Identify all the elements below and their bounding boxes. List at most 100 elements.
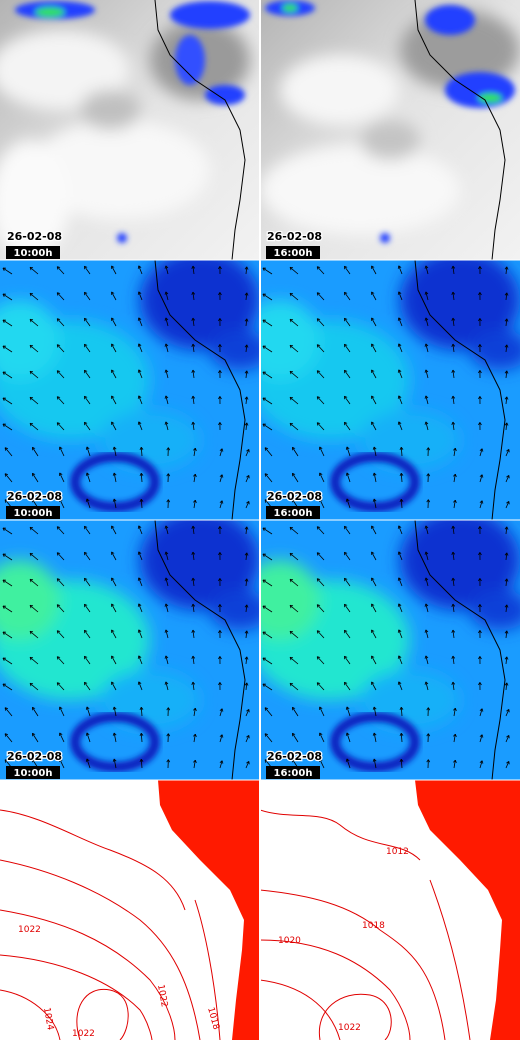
wind-arrowhead [397,395,402,399]
wind-arrowhead [164,629,169,633]
wind-arrowhead [4,733,9,737]
wind-arrow [425,525,429,535]
wind-arrowhead [506,761,510,765]
wind-arrowhead [164,525,169,529]
wind-arrow [400,733,403,743]
wind-arrowhead [244,422,249,426]
speed-area [0,560,60,640]
wind-arrowhead [371,395,375,399]
wind-arrowhead [139,732,144,737]
wind-panel [0,260,260,520]
wind-arrow [319,706,325,717]
wind-arrow [316,630,325,639]
wind-arrow [192,604,195,613]
wind-arrow [505,682,508,691]
wind-arrowhead [345,758,350,762]
wind-arrow [289,396,299,405]
wind-arrowhead [137,681,142,685]
wind-arrow [138,291,143,301]
wind-arrow [289,292,299,301]
wind-arrowhead [397,291,402,295]
time-label: 10:00h [14,508,53,519]
wind-arrowhead [112,446,117,450]
wind-arrow [346,472,351,483]
wind-arrow [56,630,65,639]
wind-arrowhead [83,577,88,582]
wind-arrowhead [424,395,429,399]
wind-arrow [505,761,510,769]
date-label: 26-02-08 [7,490,62,503]
wind-arrowhead [343,369,348,374]
wind-arrow [245,422,248,431]
wind-arrowhead [166,707,171,711]
wind-arrowhead [4,473,9,477]
wind-arrowhead [218,422,222,426]
wind-arrowhead [506,475,510,479]
wind-field [260,520,520,730]
wind-arrowhead [29,370,34,375]
wind-arrowhead [289,318,294,323]
wind-arrowhead [262,527,266,531]
wind-arrow [452,396,455,405]
wind-arrow [56,682,65,691]
wind-arrowhead [193,447,197,452]
wind-arrowhead [85,732,90,736]
wind-arrowhead [56,318,61,322]
wind-arrow [86,446,91,457]
wind-arrow [56,578,65,587]
wind-arrowhead [56,370,61,374]
wind-arrow [262,657,273,665]
wind-arrowhead [424,369,429,373]
wind-arrowhead [56,344,61,348]
wind-arrow [425,681,429,691]
wind-arrowhead [246,475,250,479]
wind-arrow [398,525,403,535]
wind-arrow [165,525,169,535]
wind-arrowhead [453,447,457,452]
wind-arrowhead [164,369,169,373]
wind-arrow [398,681,403,691]
wind-arrowhead [345,706,350,710]
wind-arrowhead [219,734,224,738]
wind-arrowhead [83,265,88,270]
wind-arrow [84,525,91,535]
wind-arrowhead [193,707,197,712]
wind-arrow [29,682,39,691]
wind-arrowhead [262,267,266,271]
wind-arrow [289,552,299,561]
wind-arrow [165,343,169,353]
wind-arrowhead [137,317,142,321]
wind-arrow [165,551,169,561]
wind-arrowhead [371,343,375,347]
wind-arrow [262,397,273,405]
wind-arrow [316,578,325,587]
wind-arrowhead [56,604,61,608]
wind-arrow [192,578,195,587]
wind-arrowhead [219,474,224,478]
wind-arrow [165,681,169,691]
wind-arrowhead [4,447,9,451]
wind-arrow [113,758,117,769]
wind-arrowhead [399,498,404,503]
wind-arrow [344,603,351,613]
wind-arrow [289,344,299,353]
wind-arrow [400,759,403,769]
wind-arrow [346,732,351,743]
wind-arrow [262,267,273,275]
wind-arrowhead [244,292,249,296]
coastline [414,520,506,780]
wind-arrow [32,447,39,457]
wind-arrow [452,422,455,431]
speed-area [470,590,520,630]
wind-arrowhead [479,448,484,452]
wind-arrowhead [424,265,429,269]
wind-arrow [86,498,91,509]
wind-arrowhead [244,552,249,556]
wind-arrowhead [164,655,169,659]
wind-arrow [452,630,455,639]
wind-arrow [344,681,351,691]
time-box [6,766,60,779]
wind-arrowhead [289,552,294,557]
wind-arrowhead [218,396,222,400]
wind-arrow [316,318,325,327]
